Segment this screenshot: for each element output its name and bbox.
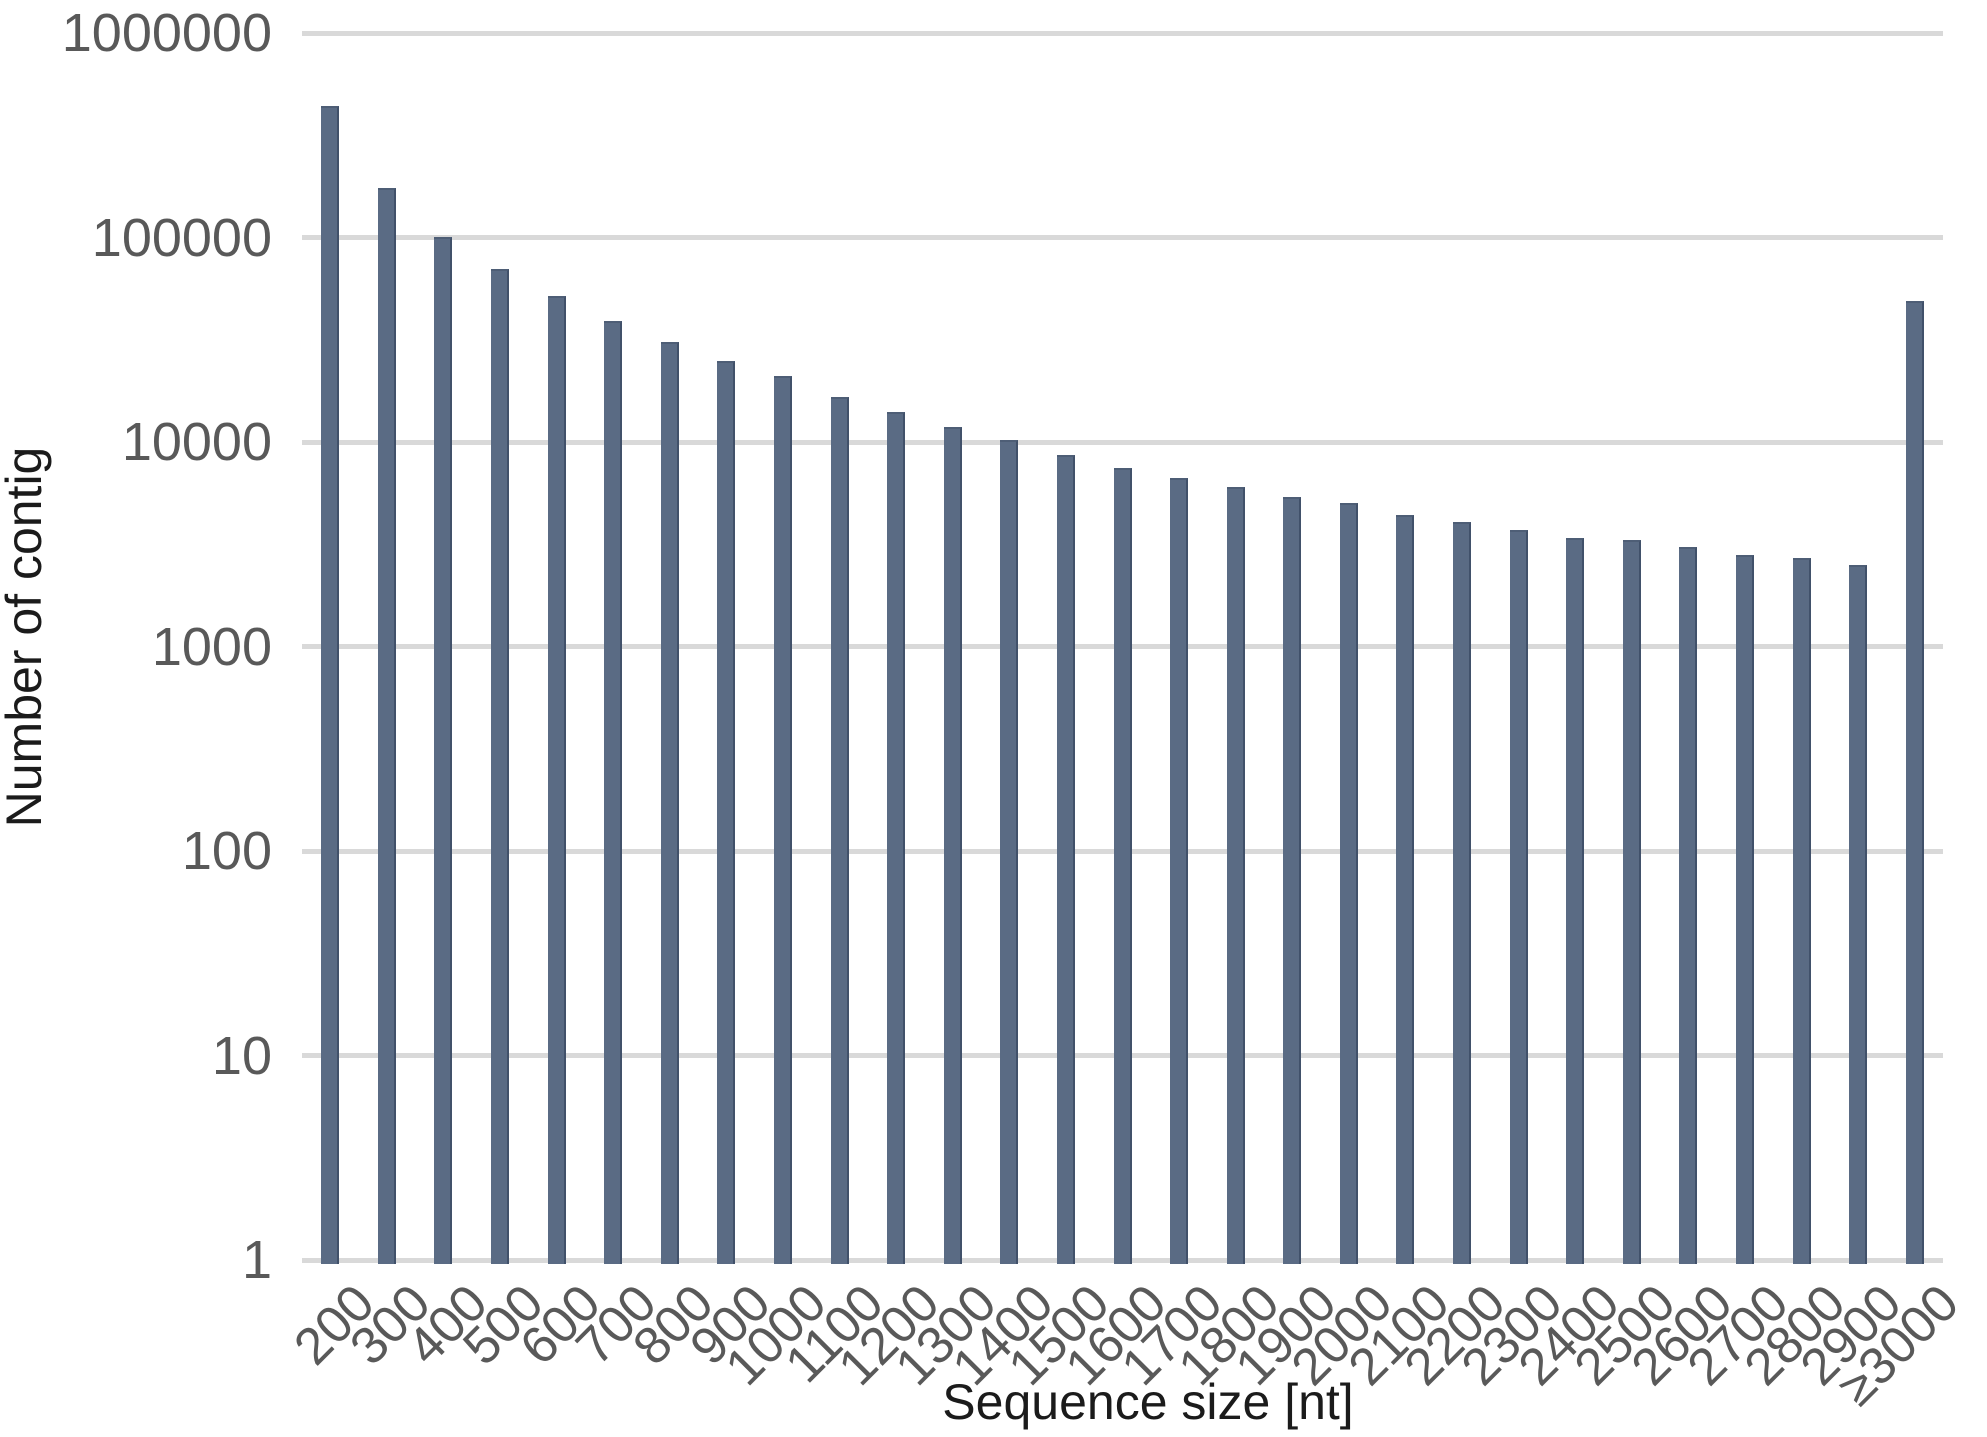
bar [660, 341, 679, 1264]
bar [1622, 540, 1641, 1264]
y-tick-label: 1 [241, 1230, 272, 1290]
bar [491, 269, 510, 1264]
bar [1849, 565, 1868, 1264]
x-axis-title: Sequence size [nt] [942, 1374, 1354, 1430]
bar [830, 396, 849, 1264]
gridline [302, 235, 1943, 240]
bar [1566, 537, 1585, 1264]
y-tick-label: 10000 [121, 412, 272, 472]
bar [1792, 558, 1811, 1264]
bar [1905, 300, 1924, 1264]
bar [1113, 467, 1132, 1264]
bar [547, 295, 566, 1264]
bar [1170, 477, 1189, 1264]
bar [1283, 496, 1302, 1264]
y-tick-label: 1000000 [61, 3, 272, 63]
gridline [302, 30, 1943, 36]
bar [1735, 555, 1754, 1264]
y-axis-title: Number of contig [0, 446, 52, 828]
bar [1000, 440, 1019, 1264]
bar [321, 105, 340, 1264]
y-tick-label: 100000 [91, 207, 272, 268]
y-tick-label: 100 [181, 821, 272, 881]
bar [1679, 547, 1698, 1264]
gridline [302, 439, 1943, 445]
bar [1453, 522, 1472, 1264]
bar [773, 376, 792, 1264]
bar [377, 187, 396, 1264]
bar [717, 360, 736, 1264]
bar [1056, 454, 1075, 1264]
bar [434, 236, 453, 1264]
bar [1509, 530, 1528, 1264]
bar [943, 427, 962, 1264]
bar [1339, 502, 1358, 1264]
bar [1396, 514, 1415, 1264]
bar [604, 321, 623, 1264]
y-tick-label: 1000 [151, 616, 272, 677]
bar [887, 412, 906, 1264]
y-tick-label: 10 [211, 1025, 272, 1086]
bar [1226, 487, 1245, 1264]
